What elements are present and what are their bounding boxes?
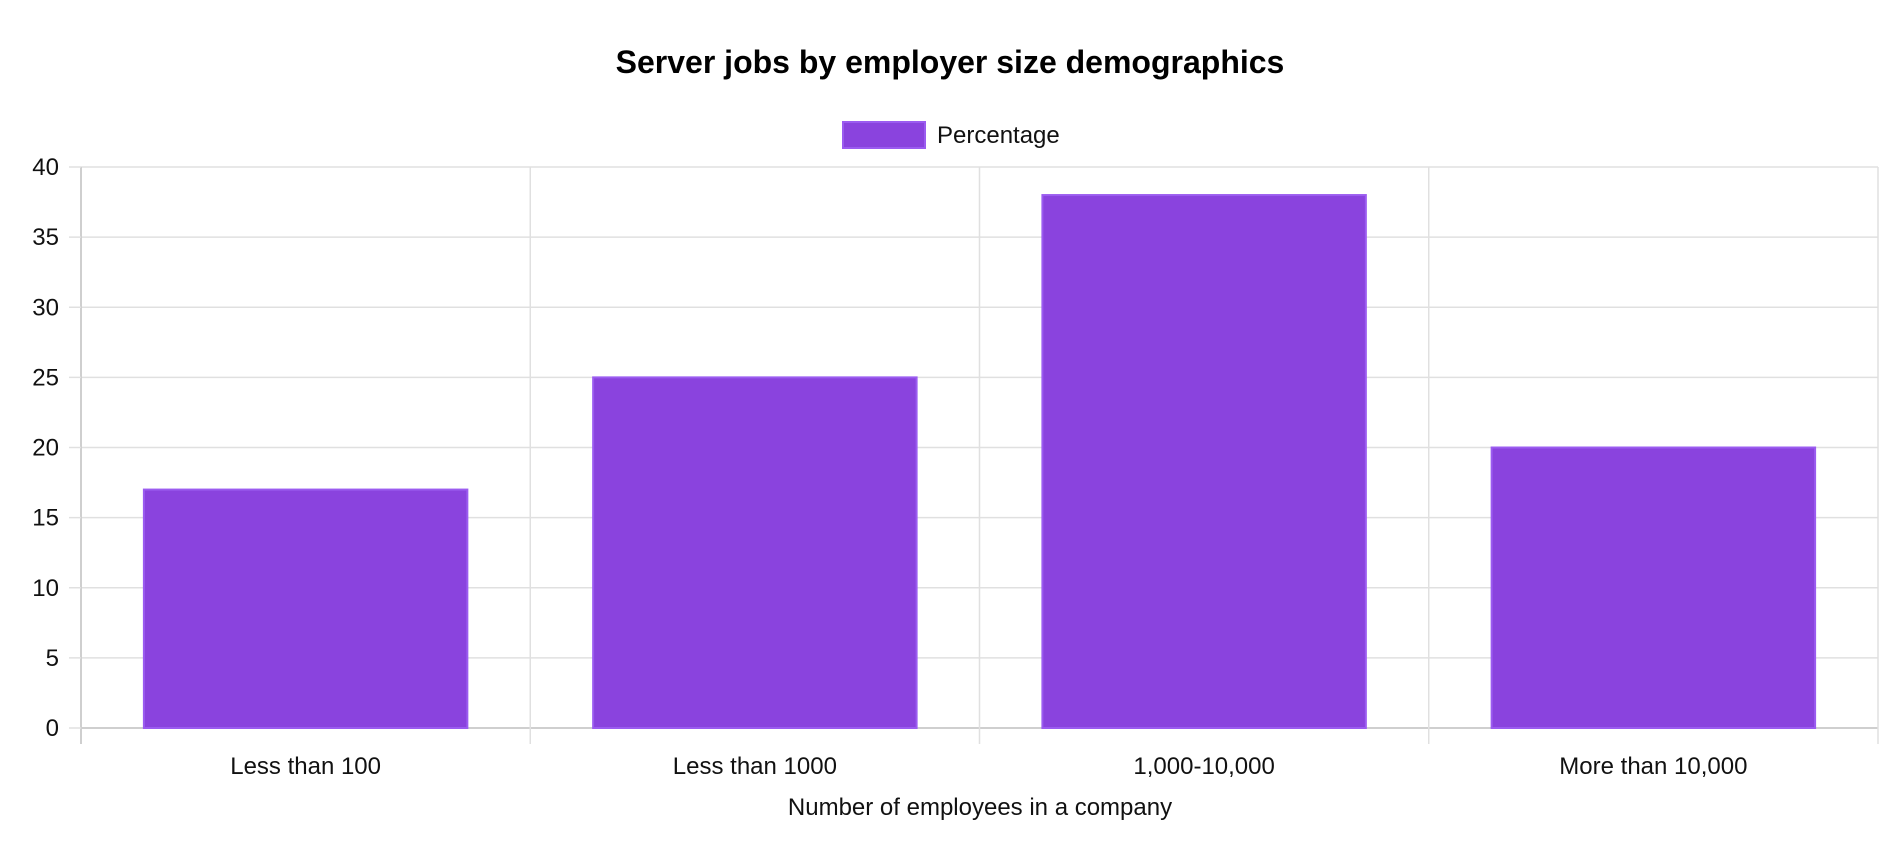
x-axis-title: Number of employees in a company <box>788 794 1172 821</box>
bar[interactable] <box>1041 194 1367 730</box>
y-tick-label: 30 <box>32 294 59 321</box>
bar[interactable] <box>1490 446 1817 729</box>
bar[interactable] <box>142 488 469 730</box>
y-tick-label: 35 <box>32 224 59 251</box>
y-tick-label: 0 <box>46 715 59 742</box>
y-tick-label: 10 <box>32 575 59 602</box>
bars <box>142 194 1817 730</box>
y-tick-label: 25 <box>32 364 59 391</box>
axes: 0 5 10 15 20 25 30 35 40 Less than 100 Less than 1… <box>32 154 1747 780</box>
x-tick-label: Less than 100 <box>230 753 381 780</box>
x-tick-label: Less than 1000 <box>673 753 837 780</box>
y-tick-label: 5 <box>46 645 59 672</box>
chart-title: Server jobs by employer size demographic… <box>616 44 1285 80</box>
bar[interactable] <box>592 376 918 729</box>
legend-swatch <box>842 121 926 149</box>
legend-label-percentage: Percentage <box>937 122 1060 149</box>
x-tick-label: 1,000-10,000 <box>1133 753 1274 780</box>
y-tick-label: 40 <box>32 154 59 181</box>
y-tick-label: 20 <box>32 435 59 462</box>
y-tick-label: 15 <box>32 505 59 532</box>
legend[interactable]: Percentage <box>842 121 1060 149</box>
x-tick-label: More than 10,000 <box>1559 753 1747 780</box>
